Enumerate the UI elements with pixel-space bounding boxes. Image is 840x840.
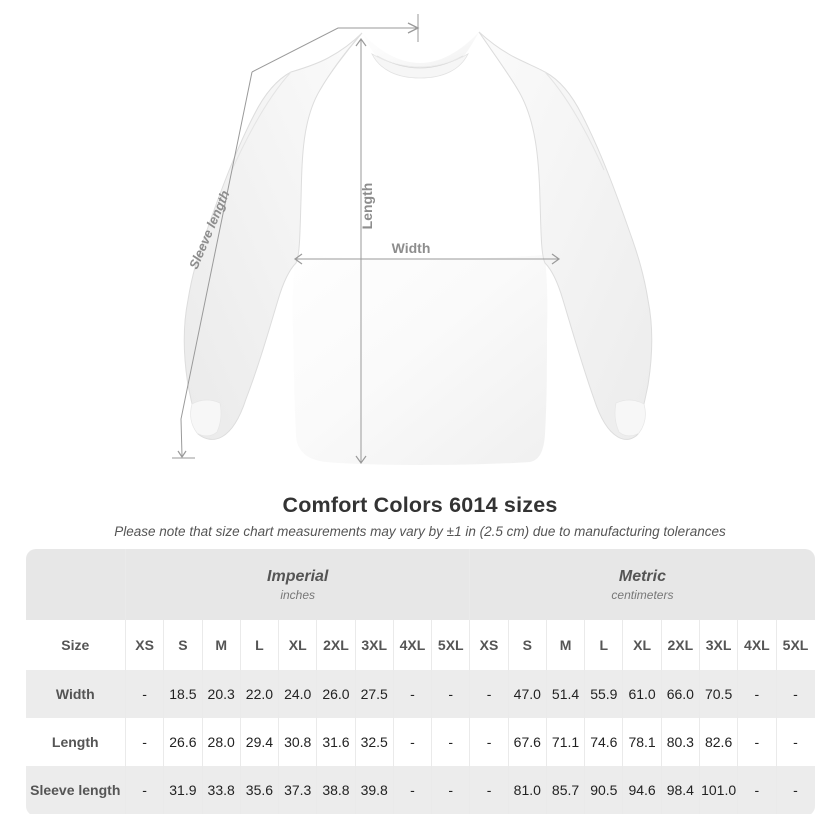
svg-text:Width: Width (392, 240, 431, 256)
svg-text:Length: Length (359, 183, 375, 230)
svg-text:Sleeve length: Sleeve length (186, 188, 233, 271)
